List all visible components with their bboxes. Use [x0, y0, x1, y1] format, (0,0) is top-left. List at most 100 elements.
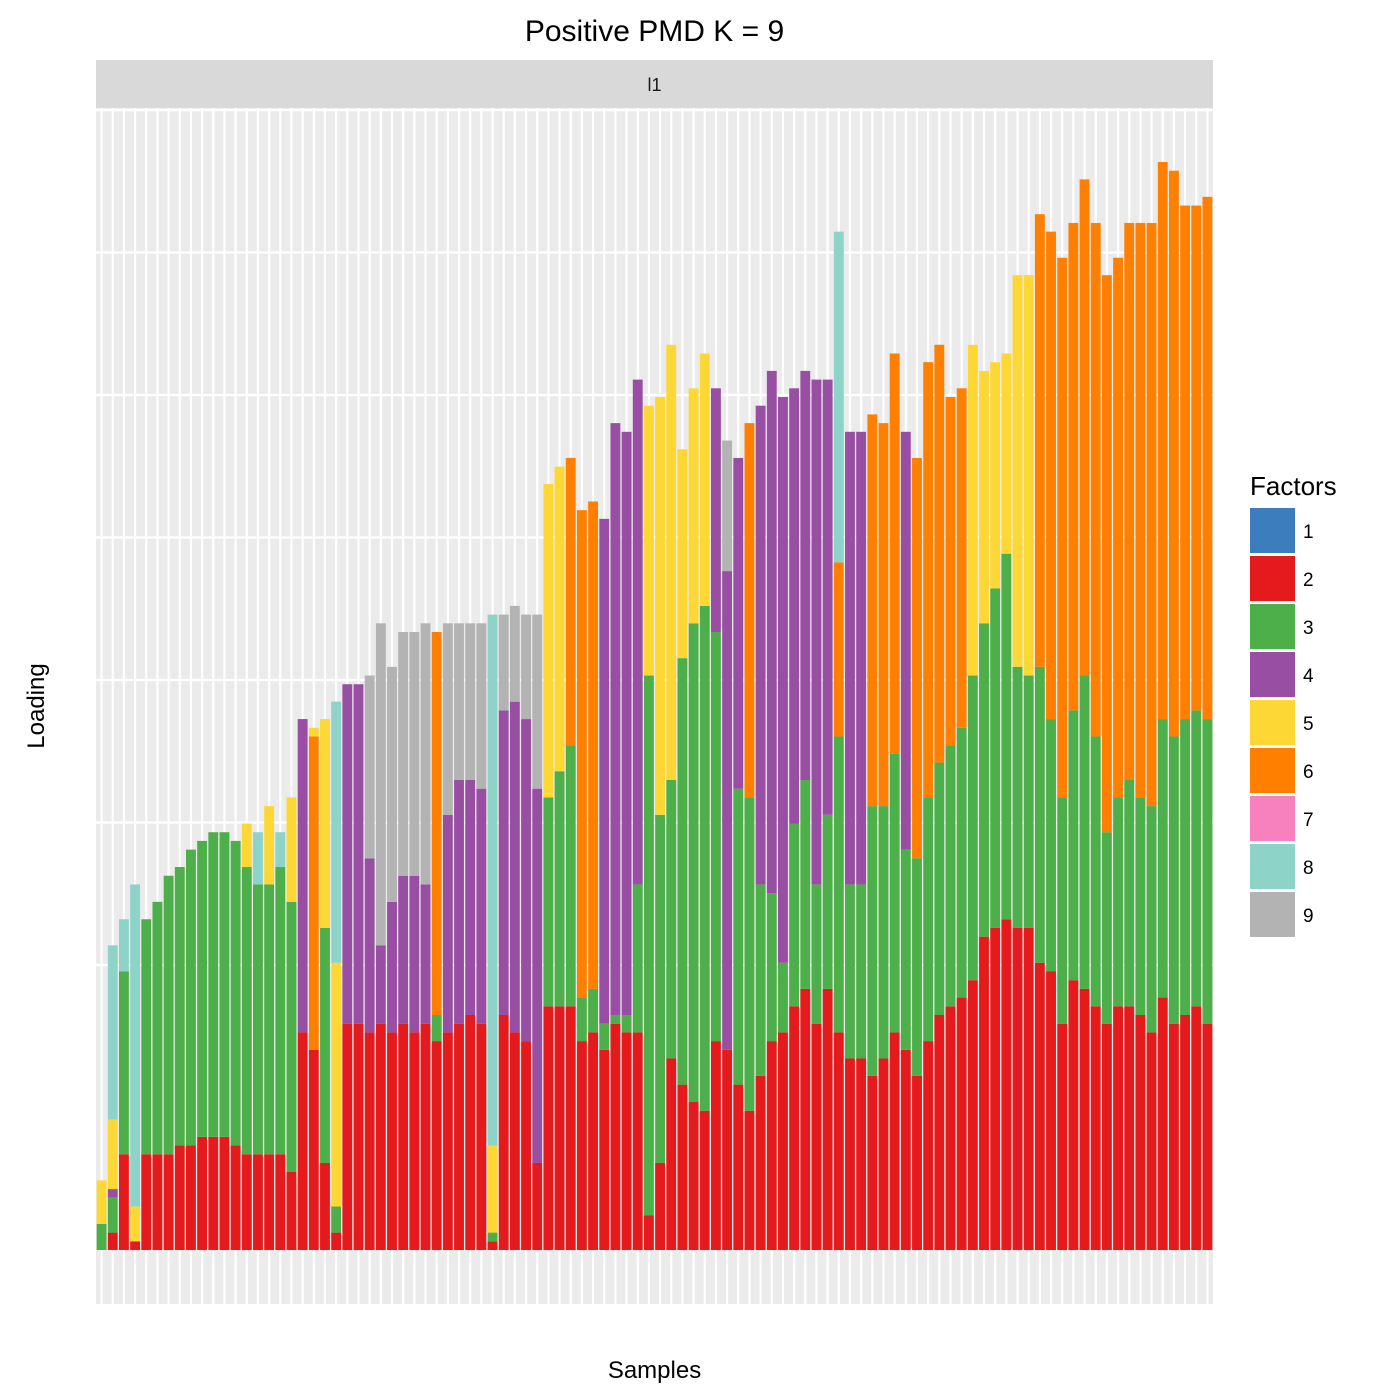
bar-segment-factor-2 [1079, 988, 1090, 1250]
bar-segment-factor-9 [398, 632, 409, 876]
bar-segment-factor-5 [1023, 275, 1034, 676]
bar-segment-factor-2 [632, 1032, 643, 1250]
bar-segment-factor-2 [967, 980, 978, 1250]
bar-segment-factor-5 [979, 370, 989, 624]
bar-segment-factor-8 [275, 832, 286, 868]
bar-85 [1034, 214, 1045, 1250]
bar-segment-factor-3 [230, 840, 241, 1146]
bar-segment-factor-3 [956, 727, 967, 998]
bar-segment-factor-6 [1034, 214, 1045, 667]
bar-76 [934, 344, 945, 1250]
bar-segment-factor-3 [1113, 797, 1123, 1007]
bar-segment-factor-8 [107, 945, 118, 1120]
bar-segment-factor-9 [420, 623, 431, 885]
bar-segment-factor-2 [565, 1006, 576, 1250]
bar-segment-factor-4 [845, 431, 855, 885]
bar-segment-factor-4 [755, 405, 766, 885]
bar-60 [755, 405, 766, 1250]
bar-segment-factor-5 [699, 353, 710, 606]
bar-61 [766, 370, 777, 1250]
bar-20 [308, 727, 319, 1250]
bar-segment-factor-2 [789, 1006, 800, 1250]
bar-segment-factor-3 [1034, 666, 1045, 963]
bar-75 [923, 362, 934, 1250]
bar-segment-factor-3 [264, 884, 275, 1155]
bar-67 [833, 231, 844, 1250]
bar-segment-factor-2 [320, 1162, 330, 1250]
bar-25 [364, 675, 375, 1250]
bar-segment-factor-2 [498, 1014, 509, 1250]
bar-52 [666, 344, 677, 1250]
bar-segment-factor-3 [431, 1014, 442, 1042]
chart-title: Positive PMD K = 9 [525, 15, 784, 48]
bar-segment-factor-6 [576, 510, 587, 998]
bar-segment-factor-2 [130, 1241, 141, 1250]
bar-10 [197, 840, 208, 1250]
bar-segment-factor-2 [733, 1084, 744, 1250]
bar-segment-factor-3 [1023, 675, 1034, 928]
bar-segment-factor-6 [912, 457, 922, 859]
bar-segment-factor-2 [979, 936, 989, 1250]
bar-segment-factor-2 [722, 1049, 733, 1250]
bar-segment-factor-3 [186, 849, 196, 1146]
bar-13 [230, 840, 241, 1250]
bar-segment-factor-2 [141, 1154, 152, 1250]
bar-68 [845, 431, 855, 1250]
bar-2 [107, 945, 118, 1250]
legend-label-3: 3 [1303, 618, 1314, 639]
bar-segment-factor-6 [1090, 222, 1101, 737]
bar-64 [800, 370, 811, 1250]
bar-segment-factor-2 [588, 1032, 598, 1250]
bar-segment-factor-4 [766, 370, 777, 894]
bar-segment-factor-3 [1180, 719, 1191, 1015]
bar-segment-factor-4 [733, 457, 744, 789]
bar-100 [1202, 196, 1213, 1250]
legend-label-1: 1 [1303, 522, 1314, 543]
legend-key-6 [1250, 748, 1295, 793]
bar-segment-factor-6 [1202, 196, 1213, 720]
bar-segment-factor-4 [375, 945, 386, 1024]
bar-89 [1079, 179, 1090, 1250]
bar-segment-factor-2 [610, 1023, 621, 1250]
bar-18 [286, 797, 297, 1250]
bar-segment-factor-6 [956, 388, 967, 728]
bar-segment-factor-3 [565, 745, 576, 1007]
bar-54 [688, 388, 699, 1250]
bar-segment-factor-2 [990, 927, 1001, 1250]
bar-segment-factor-3 [1057, 797, 1068, 1024]
bar-segment-factor-2 [442, 1032, 453, 1250]
bar-segment-factor-3 [1157, 719, 1168, 998]
bar-segment-factor-3 [275, 867, 286, 1155]
bar-segment-factor-4 [476, 788, 487, 1024]
bar-segment-factor-3 [833, 736, 844, 1033]
bar-segment-factor-3 [878, 806, 889, 1059]
bar-segment-factor-3 [241, 867, 252, 1155]
bar-33 [454, 623, 464, 1250]
bar-segment-factor-2 [655, 1162, 666, 1250]
bar-segment-factor-5 [990, 362, 1001, 589]
bar-segment-factor-2 [275, 1154, 286, 1250]
bar-84 [1023, 275, 1034, 1250]
bar-segment-factor-2 [856, 1058, 867, 1250]
bar-91 [1101, 275, 1112, 1250]
bar-segment-factor-2 [174, 1145, 185, 1250]
bar-segment-factor-8 [130, 884, 141, 1207]
bar-segment-factor-2 [1146, 1032, 1157, 1250]
bar-65 [811, 379, 822, 1250]
bar-segment-factor-6 [431, 632, 442, 1015]
bar-segment-factor-3 [744, 797, 755, 1111]
bar-53 [677, 449, 688, 1250]
bar-segment-factor-2 [956, 997, 967, 1250]
bar-50 [643, 405, 654, 1250]
bar-40 [532, 614, 543, 1250]
bar-segment-factor-3 [286, 901, 297, 1172]
bar-93 [1124, 222, 1135, 1250]
bar-41 [543, 484, 554, 1250]
bar-segment-factor-3 [1090, 736, 1101, 1007]
bar-segment-factor-3 [1046, 719, 1056, 972]
bar-segment-factor-3 [889, 753, 900, 1033]
bar-segment-factor-9 [364, 675, 375, 859]
bar-36 [487, 614, 498, 1250]
bar-segment-factor-2 [1180, 1014, 1191, 1250]
